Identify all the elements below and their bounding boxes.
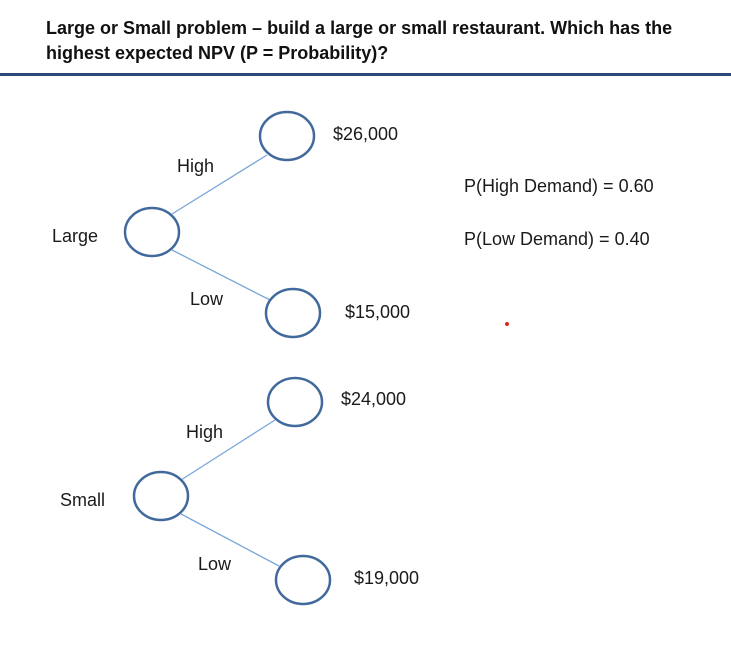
small-low-outcome-node (274, 554, 332, 606)
large-high-payoff: $26,000 (333, 124, 398, 144)
large-subtree: Large High Low $26,000 $15,000 (52, 110, 410, 339)
large-low-label: Low (190, 289, 224, 309)
small-chance-node (132, 470, 190, 522)
title-divider (0, 73, 731, 76)
small-high-label: High (186, 422, 223, 442)
small-high-outcome-node (266, 376, 324, 428)
small-low-payoff: $19,000 (354, 568, 419, 588)
large-high-branch (171, 154, 268, 215)
large-low-outcome-node (264, 287, 322, 339)
large-high-outcome-node (258, 110, 316, 162)
small-subtree: Small High Low $24,000 $19,000 (60, 376, 419, 606)
problem-title: Large or Small problem – build a large o… (46, 18, 673, 63)
small-high-branch (180, 419, 276, 481)
large-option-label: Large (52, 226, 98, 246)
low-demand-probability: P(Low Demand) = 0.40 (464, 229, 650, 249)
large-chance-node (123, 206, 181, 258)
small-low-branch (180, 513, 280, 567)
high-demand-probability: P(High Demand) = 0.60 (464, 176, 654, 196)
large-high-label: High (177, 156, 214, 176)
small-option-label: Small (60, 490, 105, 510)
small-low-label: Low (198, 554, 232, 574)
red-dot-marker (505, 322, 509, 326)
large-low-payoff: $15,000 (345, 302, 410, 322)
large-low-branch (171, 249, 271, 301)
small-high-payoff: $24,000 (341, 389, 406, 409)
